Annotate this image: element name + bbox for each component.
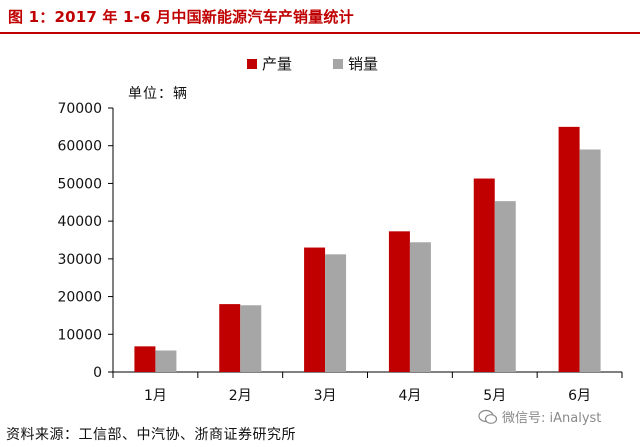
bar-production xyxy=(558,126,580,372)
bar-sales xyxy=(325,254,347,372)
legend-label-production: 产量 xyxy=(262,55,292,73)
bar-chart: 0 10000 20000 30000 40000 50000 60000 70000 1月 2月… xyxy=(57,55,623,404)
y-tick-label: 0 xyxy=(93,365,102,381)
watermark: 微信号: iAnalyst xyxy=(478,407,601,426)
legend-swatch-sales xyxy=(333,59,343,69)
bar-sales xyxy=(240,305,262,372)
chart-title: 图 1：2017 年 1-6 月中国新能源汽车产销量统计 xyxy=(8,8,354,26)
bar-production xyxy=(473,178,495,372)
legend-swatch-production xyxy=(247,59,257,69)
source-note: 资料来源：工信部、中汽协、浙商证券研究所 xyxy=(6,427,296,443)
x-tick-label: 4月 xyxy=(398,388,421,404)
y-tick-label: 20000 xyxy=(57,290,102,306)
x-tick-label: 2月 xyxy=(229,388,252,404)
title-bar: 图 1：2017 年 1-6 月中国新能源汽车产销量统计 xyxy=(0,0,640,34)
legend-label-sales: 销量 xyxy=(348,55,378,73)
y-tick-label: 50000 xyxy=(57,176,102,192)
watermark-text: 微信号: iAnalyst xyxy=(502,411,602,426)
bar-production xyxy=(219,304,241,372)
wechat-icon xyxy=(478,409,498,424)
x-tick-label: 1月 xyxy=(144,388,167,404)
bar-sales xyxy=(409,242,431,372)
x-tick-label: 5月 xyxy=(483,388,506,404)
bar-production xyxy=(304,247,326,372)
y-tick-label: 60000 xyxy=(57,139,102,155)
y-tick-label: 10000 xyxy=(57,327,102,343)
bar-sales xyxy=(155,350,177,372)
bar-sales xyxy=(579,149,601,372)
x-tick-label: 6月 xyxy=(568,388,591,404)
y-tick-label: 70000 xyxy=(57,101,102,117)
bar-production xyxy=(134,346,156,372)
bar-sales xyxy=(494,201,516,372)
bar-production xyxy=(388,231,410,372)
x-tick-label: 3月 xyxy=(314,388,337,404)
y-tick-label: 30000 xyxy=(57,252,102,268)
unit-label: 单位：辆 xyxy=(128,86,188,102)
y-tick-label: 40000 xyxy=(57,214,102,230)
